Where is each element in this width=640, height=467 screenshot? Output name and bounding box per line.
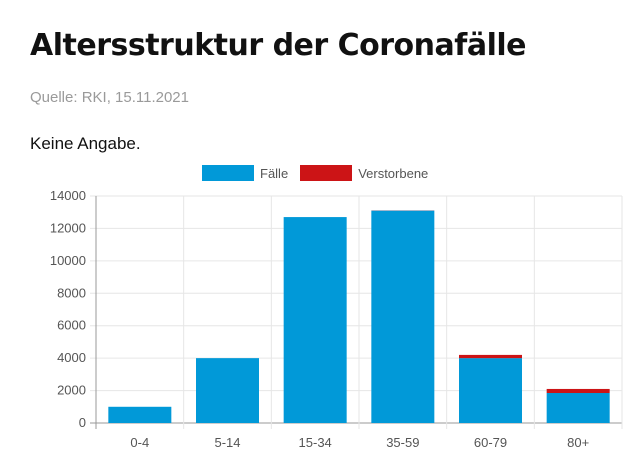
source-line: Quelle: RKI, 15.11.2021: [30, 89, 189, 106]
bar-faelle-80+[interactable]: [546, 393, 610, 423]
page-title: Altersstruktur der Coronafälle: [30, 28, 526, 63]
y-tick-label: 12000: [50, 220, 86, 235]
y-tick-label: 14000: [50, 188, 86, 203]
y-tick-label: 0: [79, 415, 86, 430]
x-tick-label: 35-59: [386, 435, 419, 450]
bar-faelle-35-59[interactable]: [371, 210, 435, 423]
legend-swatch-faelle: [202, 165, 254, 181]
y-tick-label: 6000: [57, 318, 86, 333]
bar-faelle-5-14[interactable]: [196, 358, 259, 423]
bar-faelle-0-4[interactable]: [108, 406, 172, 423]
bar-verstorbene-60-79[interactable]: [459, 354, 522, 359]
x-tick-label: 15-34: [299, 435, 332, 450]
x-tick-label: 5-14: [214, 435, 240, 450]
subtitle: Keine Angabe.: [30, 134, 141, 153]
y-tick-label: 8000: [57, 285, 86, 300]
bar-faelle-15-34[interactable]: [283, 217, 347, 423]
y-tick-label: 10000: [50, 253, 86, 268]
legend-swatch-verstorbene: [300, 165, 353, 181]
x-tick-label: 60-79: [474, 435, 507, 450]
bar-verstorbene-80+[interactable]: [546, 388, 610, 394]
legend-label-verstorbene: Verstorbene: [358, 165, 429, 181]
chart-legend: Fälle Verstorbene: [202, 165, 440, 181]
x-tick-label: 0-4: [130, 435, 149, 450]
legend-label-faelle: Fälle: [260, 165, 289, 181]
legend-item-verstorbene[interactable]: Verstorbene: [300, 165, 428, 181]
x-tick-label: 80+: [567, 435, 589, 450]
y-tick-label: 2000: [57, 383, 86, 398]
bar-faelle-60-79[interactable]: [459, 358, 522, 423]
y-tick-label: 4000: [57, 350, 86, 365]
legend-item-faelle[interactable]: Fälle: [202, 165, 288, 181]
